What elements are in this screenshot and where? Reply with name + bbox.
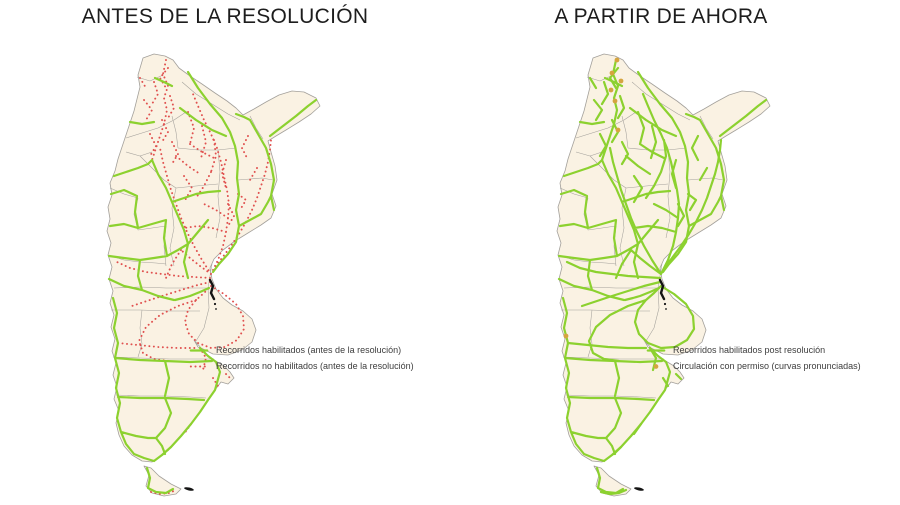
island-marker <box>183 486 195 492</box>
legend-label: Recorridos habilitados post resolución <box>673 345 826 355</box>
legend-label: Recorridos habilitados (antes de la reso… <box>216 345 402 355</box>
dotted-line-icon <box>189 365 209 368</box>
legend-after: Recorridos habilitados post resolución C… <box>646 345 861 372</box>
legend-item-permit: Circulación con permiso (curvas pronunci… <box>646 361 861 372</box>
permit-dot-icon <box>653 364 659 369</box>
legend-item-enabled-before: Recorridos habilitados (antes de la reso… <box>189 345 414 356</box>
legend-label: Circulación con permiso (curvas pronunci… <box>673 361 861 371</box>
permit-dots-layer <box>563 57 624 339</box>
argentina-map-before <box>106 53 321 497</box>
island-marker <box>633 486 645 492</box>
panel-title-after: A PARTIR DE AHORA <box>554 5 768 28</box>
panel-title-before: ANTES DE LA RESOLUCIÓN <box>81 5 369 28</box>
solid-line-icon <box>646 349 666 352</box>
solid-line-icon <box>189 349 209 352</box>
legend-item-enabled-after: Recorridos habilitados post resolución <box>646 345 861 356</box>
panel-after-resolution: A PARTIR DE AHORA Recorridos habilitados… <box>450 0 900 505</box>
legend-item-disabled-before: Recorridos no habilitados (antes de la r… <box>189 361 414 372</box>
argentina-map-after <box>556 53 771 497</box>
legend-before: Recorridos habilitados (antes de la reso… <box>189 345 414 372</box>
panel-before-resolution: ANTES DE LA RESOLUCIÓN Recorridos habili… <box>81 5 414 497</box>
legend-label: Recorridos no habilitados (antes de la r… <box>216 361 414 371</box>
